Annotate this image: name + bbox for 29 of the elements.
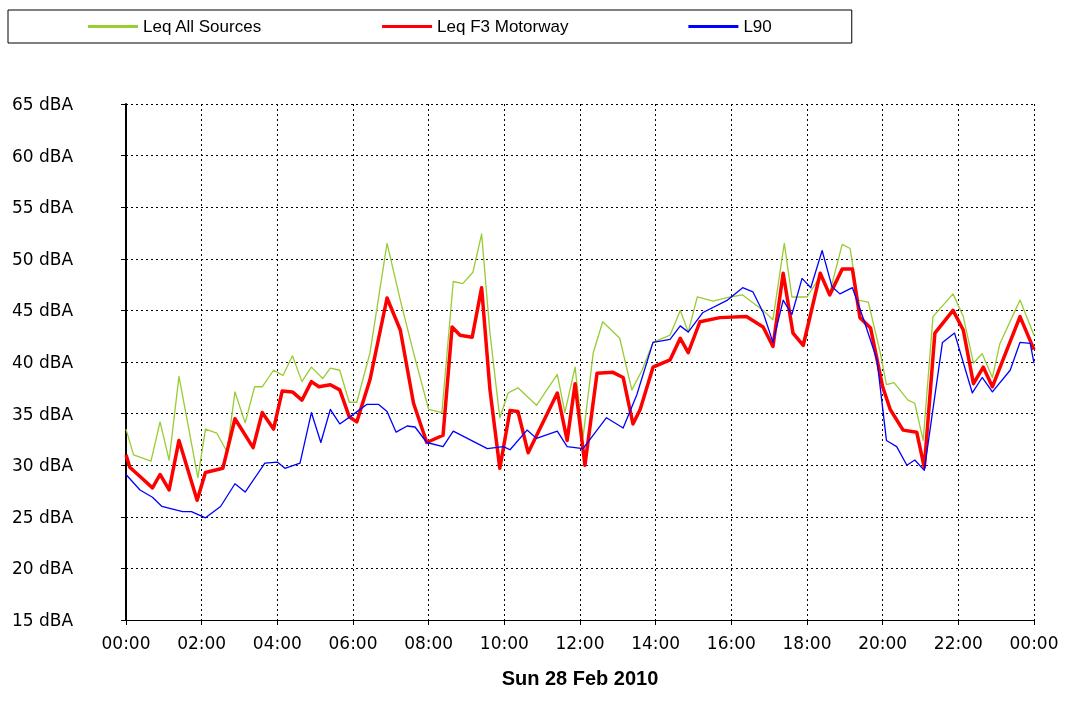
x-tick-label: 02:00 xyxy=(177,632,227,653)
x-tick-label: 08:00 xyxy=(404,632,454,653)
legend-label: L90 xyxy=(743,17,772,36)
x-tick-label: 06:00 xyxy=(328,632,378,653)
x-tick-label: 12:00 xyxy=(555,632,605,653)
x-tick-label: 00:00 xyxy=(1009,632,1059,653)
legend-label: Leq F3 Motorway xyxy=(437,17,569,36)
x-tick-label: 00:00 xyxy=(101,632,151,653)
x-tick-label: 18:00 xyxy=(782,632,832,653)
x-tick-label: 20:00 xyxy=(858,632,908,653)
x-tick-label: 16:00 xyxy=(706,632,756,653)
legend-label: Leq All Sources xyxy=(143,17,262,36)
y-tick-label: 65 dBA xyxy=(12,94,74,114)
y-tick-label: 45 dBA xyxy=(12,300,74,321)
x-tick-label: 22:00 xyxy=(933,632,983,653)
y-tick-label: 60 dBA xyxy=(12,145,74,166)
y-tick-label: 15 dBA xyxy=(12,610,74,630)
x-tick-label: 10:00 xyxy=(479,632,529,653)
y-tick-label: 25 dBA xyxy=(12,506,74,527)
y-tick-label: 55 dBA xyxy=(12,197,74,218)
y-tick-label: 20 dBA xyxy=(12,558,74,579)
y-tick-label: 50 dBA xyxy=(12,248,74,269)
y-tick-label: 30 dBA xyxy=(12,455,74,476)
y-tick-label: 40 dBA xyxy=(12,352,74,372)
x-axis-title: Sun 28 Feb 2010 xyxy=(501,667,659,689)
x-tick-label: 14:00 xyxy=(631,632,681,653)
line-series xyxy=(125,233,1035,479)
y-tick-label: 35 dBA xyxy=(12,403,74,424)
x-tick-label: 04:00 xyxy=(252,632,302,653)
